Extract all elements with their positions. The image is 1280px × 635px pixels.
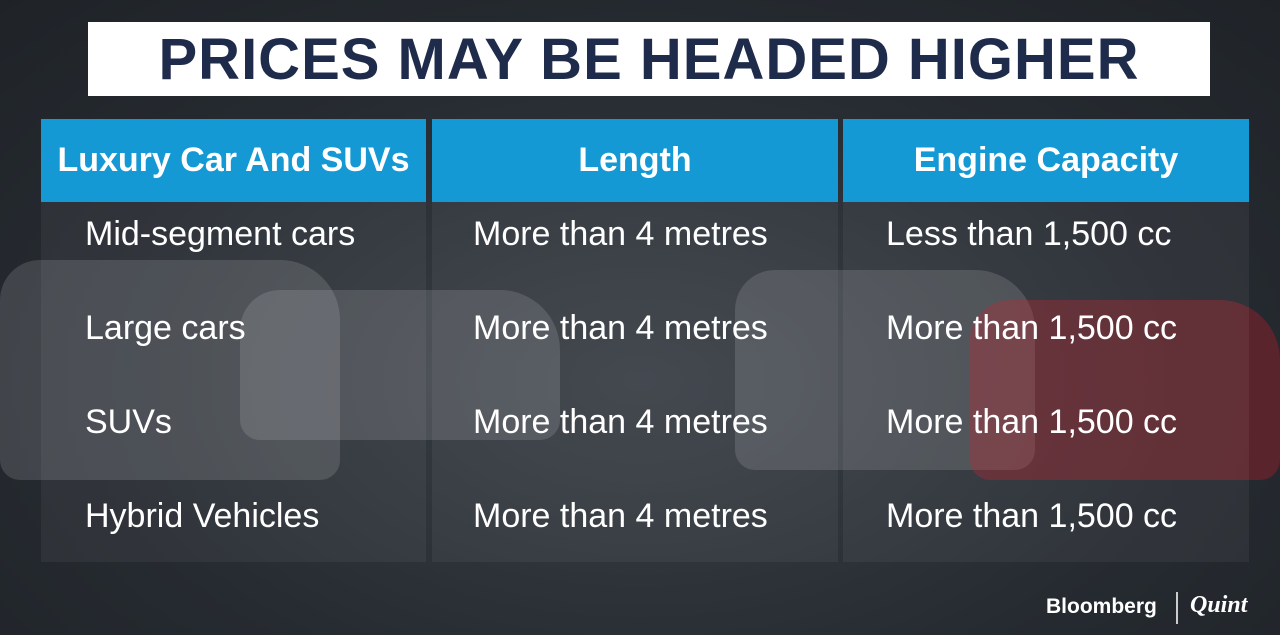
brand: Quint bbox=[1190, 592, 1248, 618]
table-cell: Mid-segment cars bbox=[85, 215, 356, 253]
column-header: Length bbox=[432, 119, 838, 202]
column-header: Engine Capacity bbox=[843, 119, 1249, 202]
column-bg bbox=[843, 202, 1249, 562]
car-image bbox=[240, 290, 560, 440]
table-cell: Large cars bbox=[85, 309, 246, 347]
table-cell: More than 1,500 cc bbox=[886, 309, 1178, 347]
car-image bbox=[0, 260, 340, 480]
table-cell: More than 4 metres bbox=[473, 215, 768, 253]
table-cell: More than 1,500 cc bbox=[886, 497, 1178, 535]
table-cell: More than 1,500 cc bbox=[886, 403, 1178, 441]
brand: Bloomberg bbox=[1046, 595, 1157, 618]
table-cell: Less than 1,500 cc bbox=[886, 215, 1172, 253]
table-cell: Hybrid Vehicles bbox=[85, 497, 320, 535]
column-bg bbox=[432, 202, 838, 562]
table-cell: SUVs bbox=[85, 403, 172, 441]
column-bg bbox=[41, 202, 426, 562]
table-cell: More than 4 metres bbox=[473, 403, 768, 441]
table-cell: More than 4 metres bbox=[473, 497, 768, 535]
separator bbox=[1176, 592, 1178, 624]
car-image bbox=[735, 270, 1035, 470]
table-cell: More than 4 metres bbox=[473, 309, 768, 347]
title: PRICES MAY BE HEADED HIGHER bbox=[88, 22, 1210, 96]
column-header: Luxury Car And SUVs bbox=[41, 119, 426, 202]
car-image bbox=[970, 300, 1280, 480]
